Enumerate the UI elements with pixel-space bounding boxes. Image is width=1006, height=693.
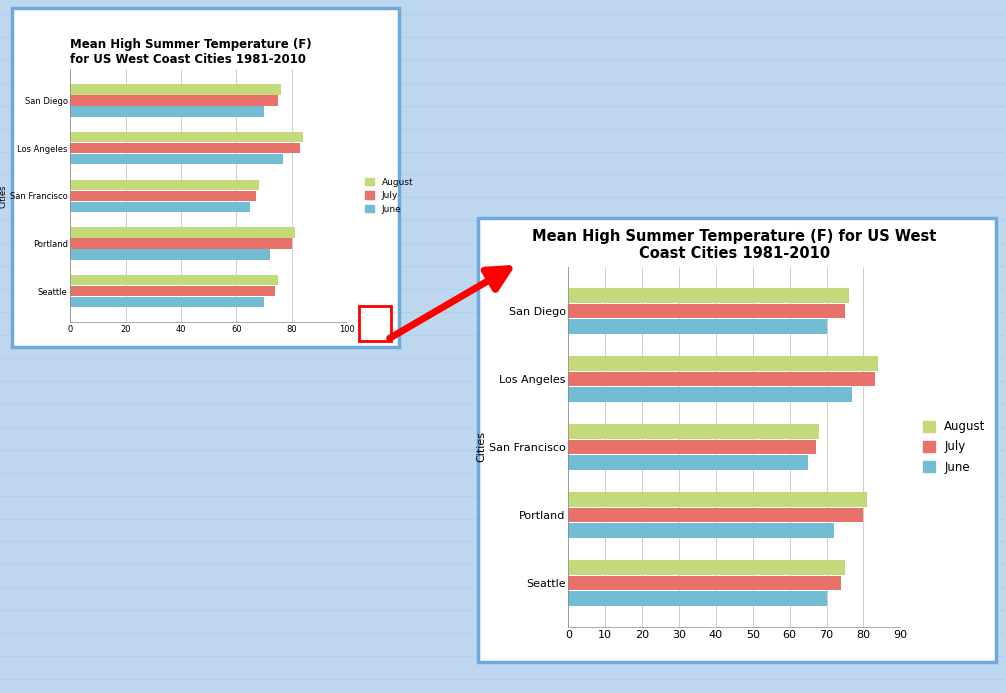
Bar [568, 507, 863, 523]
Bar [568, 560, 845, 574]
Bar [70, 154, 284, 164]
Bar [70, 238, 292, 249]
Bar [568, 356, 878, 371]
Bar [568, 387, 852, 402]
Legend: August, July, June: August, July, June [362, 175, 415, 216]
Bar [70, 297, 264, 308]
Bar [568, 591, 827, 606]
Y-axis label: Cities: Cities [476, 432, 486, 462]
Bar [70, 202, 250, 212]
Bar [568, 523, 834, 538]
Text: Mean High Summer Temperature (F)
for US West Coast Cities 1981-2010: Mean High Summer Temperature (F) for US … [70, 37, 312, 66]
Bar [70, 143, 300, 153]
Bar [70, 179, 259, 190]
Bar [568, 319, 827, 334]
Bar [568, 371, 874, 387]
Bar [568, 424, 819, 439]
Bar [70, 227, 295, 238]
Bar [70, 275, 278, 286]
Bar [70, 106, 264, 116]
Bar [70, 132, 303, 142]
Bar [568, 576, 841, 590]
Bar [70, 84, 281, 94]
Bar [568, 492, 867, 507]
FancyArrowPatch shape [389, 269, 509, 338]
Legend: August, July, June: August, July, June [919, 417, 989, 477]
Bar [568, 439, 816, 455]
Bar [70, 249, 270, 260]
Bar [568, 455, 808, 470]
Bar [568, 304, 845, 318]
Y-axis label: Cities: Cities [0, 184, 7, 207]
Bar [70, 286, 275, 297]
Title: Mean High Summer Temperature (F) for US West
Coast Cities 1981-2010: Mean High Summer Temperature (F) for US … [532, 229, 937, 261]
Bar [70, 95, 278, 105]
Bar [568, 288, 849, 303]
Bar [70, 191, 256, 201]
